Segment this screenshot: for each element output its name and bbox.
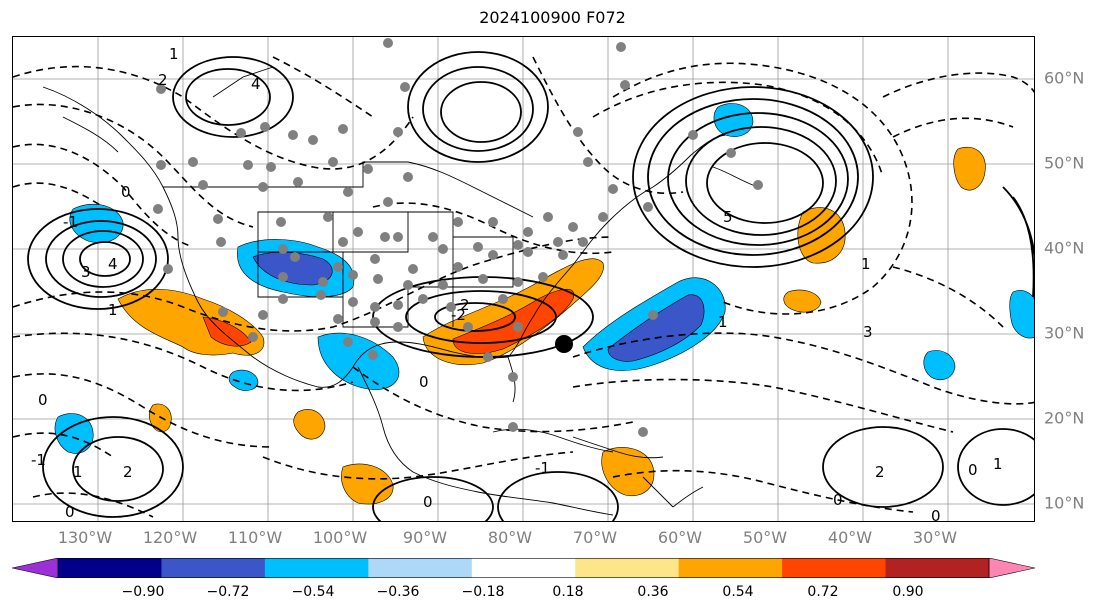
contour-label: 0 xyxy=(931,507,941,522)
longitude-label: 50°W xyxy=(742,528,788,547)
colorbar-segment xyxy=(471,558,576,578)
contour-label: 1 xyxy=(718,313,728,331)
contour-label: 2 xyxy=(875,463,885,481)
latitude-label: 60°N xyxy=(1044,68,1085,88)
longitude-label: 40°W xyxy=(827,528,873,547)
longitude-label: 30°W xyxy=(912,528,958,547)
colorbar-tick-label: −0.90 xyxy=(121,584,165,600)
contour-label: -1 xyxy=(63,213,78,231)
longitude-label: 70°W xyxy=(572,528,618,547)
shaded-fields xyxy=(54,103,1034,505)
colorbar-segment xyxy=(782,558,887,578)
longitude-label: 120°W xyxy=(142,528,198,547)
longitude-label: 90°W xyxy=(402,528,448,547)
colorbar-segment xyxy=(161,558,266,578)
contour-label: 0 xyxy=(423,493,433,511)
longitude-label: 80°W xyxy=(487,528,533,547)
contour-label: 1 xyxy=(73,463,83,481)
latitude-label: 30°N xyxy=(1044,323,1085,343)
contour-label: 4 xyxy=(251,75,261,93)
latitude-label: 50°N xyxy=(1044,153,1085,173)
colorbar-tick-label: 0.36 xyxy=(637,584,669,600)
contour-label: 4 xyxy=(108,255,118,273)
colorbar-extend-min xyxy=(12,558,59,578)
colorbar-tick-label: 0.18 xyxy=(552,584,584,600)
longitude-label: 110°W xyxy=(227,528,283,547)
longitude-label: 100°W xyxy=(312,528,368,547)
colorbar-tick-label: −0.72 xyxy=(206,584,250,600)
colorbar-extend-max xyxy=(988,558,1035,578)
longitude-label: 130°W xyxy=(57,528,113,547)
contour-label: -2 xyxy=(451,306,466,324)
contour-label: 2 xyxy=(158,71,168,89)
colorbar-segment xyxy=(368,558,473,578)
colorbar-segment xyxy=(678,558,783,578)
colorbar-tick-label: 0.90 xyxy=(892,584,924,600)
colorbar-segment xyxy=(575,558,680,578)
storm-center-marker xyxy=(555,335,573,353)
map-panel: 1 2 4 0 -1 3 5 4 2 2 -2 0 1 0 0 -1 1 2 0… xyxy=(12,36,1035,522)
colorbar-ticks: −0.90 −0.72 −0.54 −0.36 −0.18 0.18 0.36 … xyxy=(0,584,1105,604)
contour-label: 0 xyxy=(968,461,978,479)
contour-label: 1 xyxy=(169,45,179,63)
contour-label: -1 xyxy=(31,451,46,469)
contour-label: -1 xyxy=(535,459,550,477)
colorbar-tick-label: −0.54 xyxy=(291,584,335,600)
contour-label: 1 xyxy=(861,255,871,273)
contour-label: 2 xyxy=(460,296,470,314)
colorbar-tick-label: −0.18 xyxy=(461,584,505,600)
latitude-axis: 60°N 50°N 40°N 30°N 20°N 10°N xyxy=(1044,0,1104,615)
contour-label: 0 xyxy=(38,391,48,409)
contour-label: 0 xyxy=(121,183,131,201)
contour-label: 1 xyxy=(993,455,1003,473)
colorbar-tick-label: 0.72 xyxy=(807,584,839,600)
contour-label: 0 xyxy=(833,491,843,509)
colorbar-segment xyxy=(58,558,162,578)
contour-label: 3 xyxy=(863,323,873,341)
latitude-label: 20°N xyxy=(1044,408,1085,428)
contour-label: 1 xyxy=(108,301,118,319)
latitude-label: 40°N xyxy=(1044,238,1085,258)
map-canvas: 1 2 4 0 -1 3 5 4 2 2 -2 0 1 0 0 -1 1 2 0… xyxy=(13,37,1034,522)
colorbar-segment xyxy=(264,558,369,578)
contour-label: 0 xyxy=(419,373,429,391)
latitude-label: 10°N xyxy=(1044,493,1085,513)
longitude-label: 60°W xyxy=(657,528,703,547)
contour-labels: 1 2 4 0 -1 3 5 4 2 2 -2 0 1 0 0 -1 1 2 0… xyxy=(31,45,1003,522)
colorbar-frame xyxy=(57,558,990,578)
colorbar-tick-label: −0.36 xyxy=(376,584,420,600)
contour-label: 0 xyxy=(65,503,75,521)
map-title: 2024100900 F072 xyxy=(479,8,626,27)
contour-label: 2 xyxy=(123,463,133,481)
dashed-contours xyxy=(13,56,1034,518)
contour-label: 5 xyxy=(723,208,733,226)
colorbar-segment xyxy=(885,558,990,578)
contour-label: 3 xyxy=(81,263,91,281)
colorbar-tick-label: 0.54 xyxy=(722,584,754,600)
longitude-axis: 130°W 120°W 110°W 100°W 90°W 80°W 70°W 6… xyxy=(0,528,1105,550)
station-dots xyxy=(153,38,763,437)
colorbar xyxy=(12,558,1035,578)
